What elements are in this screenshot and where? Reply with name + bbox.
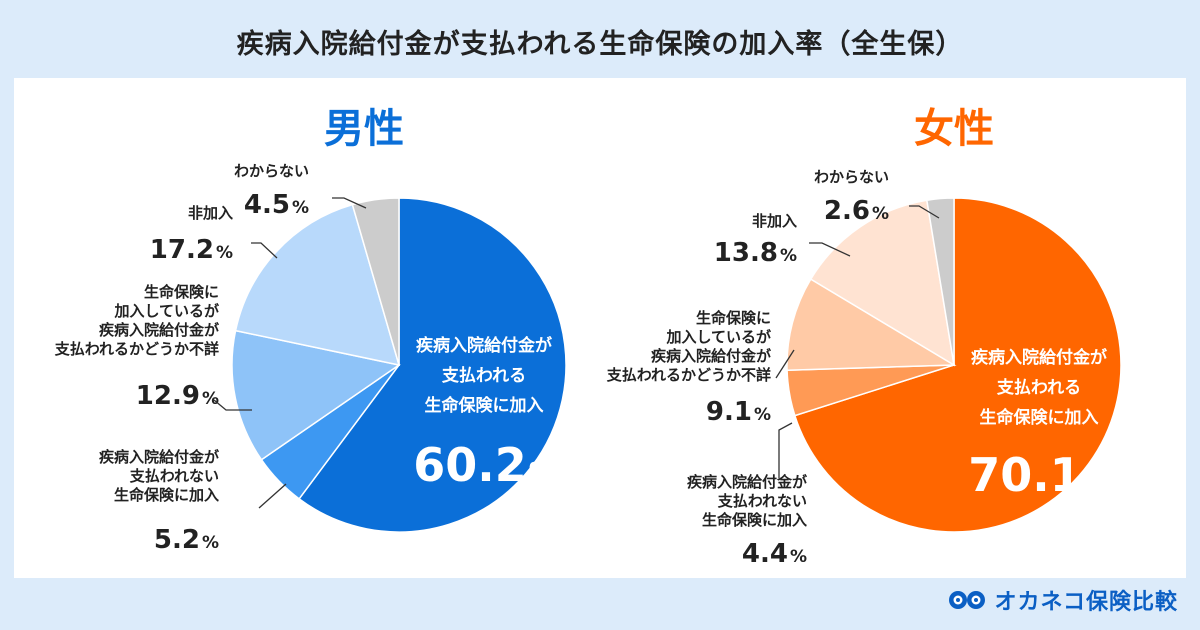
data-label: 13.8%	[714, 238, 797, 268]
leader-line	[909, 205, 940, 219]
slice-label: 疾病入院給付金が支払われない生命保険に加入	[99, 448, 220, 504]
leader-line	[213, 399, 252, 411]
brand-name: オカネコ保険比較	[994, 590, 1178, 615]
slice-label: 疾病入院給付金が支払われない生命保険に加入	[687, 473, 808, 529]
leader-line	[775, 349, 795, 379]
chart-panel: 男性疾病入院給付金が支払われる生命保険に加入 60.2% 疾病入院給付金が支払われな…	[14, 78, 1186, 578]
data-label: 12.9%	[136, 381, 219, 411]
slice-label: 生命保険に加入しているが疾病入院給付金が支払われるかどうか不詳	[606, 309, 772, 384]
chart-title: 女性	[914, 106, 994, 152]
slice-label: 非加入	[752, 212, 797, 230]
pie-slice	[809, 199, 956, 367]
slice-label: わからない	[234, 162, 309, 180]
data-label: 4.5%	[244, 190, 309, 220]
data-label: 4.4%	[742, 539, 807, 569]
data-label: 17.2%	[150, 235, 233, 265]
leader-line	[332, 197, 367, 209]
leader-line	[258, 483, 287, 509]
pie-slice	[786, 278, 957, 372]
pie-slice	[234, 203, 401, 366]
pie-slice	[793, 197, 1122, 533]
slice-label: わからない	[814, 168, 889, 186]
slice-label: 非加入	[188, 204, 233, 222]
slice-label: 疾病入院給付金が支払われる生命保険に加入	[971, 347, 1107, 428]
data-label: 2.6%	[824, 196, 889, 226]
page-title: 疾病入院給付金が支払われる生命保険の加入率（全生保）	[236, 29, 964, 60]
data-label: 9.1%	[706, 397, 771, 427]
brand-logo[interactable]: オカネコ保険比較	[948, 584, 1178, 616]
slice-label: 疾病入院給付金が支払われる生命保険に加入	[416, 335, 552, 416]
chart-title: 男性	[324, 106, 404, 152]
pie-slice	[298, 197, 567, 533]
pie-slice	[925, 197, 955, 366]
pie-slice	[231, 329, 401, 461]
leader-line	[778, 422, 793, 478]
data-label: 5.2%	[154, 525, 219, 555]
owl-eyes-icon	[949, 591, 986, 609]
leader-line	[251, 242, 278, 259]
data-label: 70.1%	[968, 448, 1110, 502]
leader-line	[809, 242, 851, 257]
pie-slice	[351, 197, 400, 366]
slice-label: 生命保険に加入しているが疾病入院給付金が支払われるかどうか不詳	[54, 283, 220, 358]
data-label: 60.2%	[413, 438, 555, 492]
